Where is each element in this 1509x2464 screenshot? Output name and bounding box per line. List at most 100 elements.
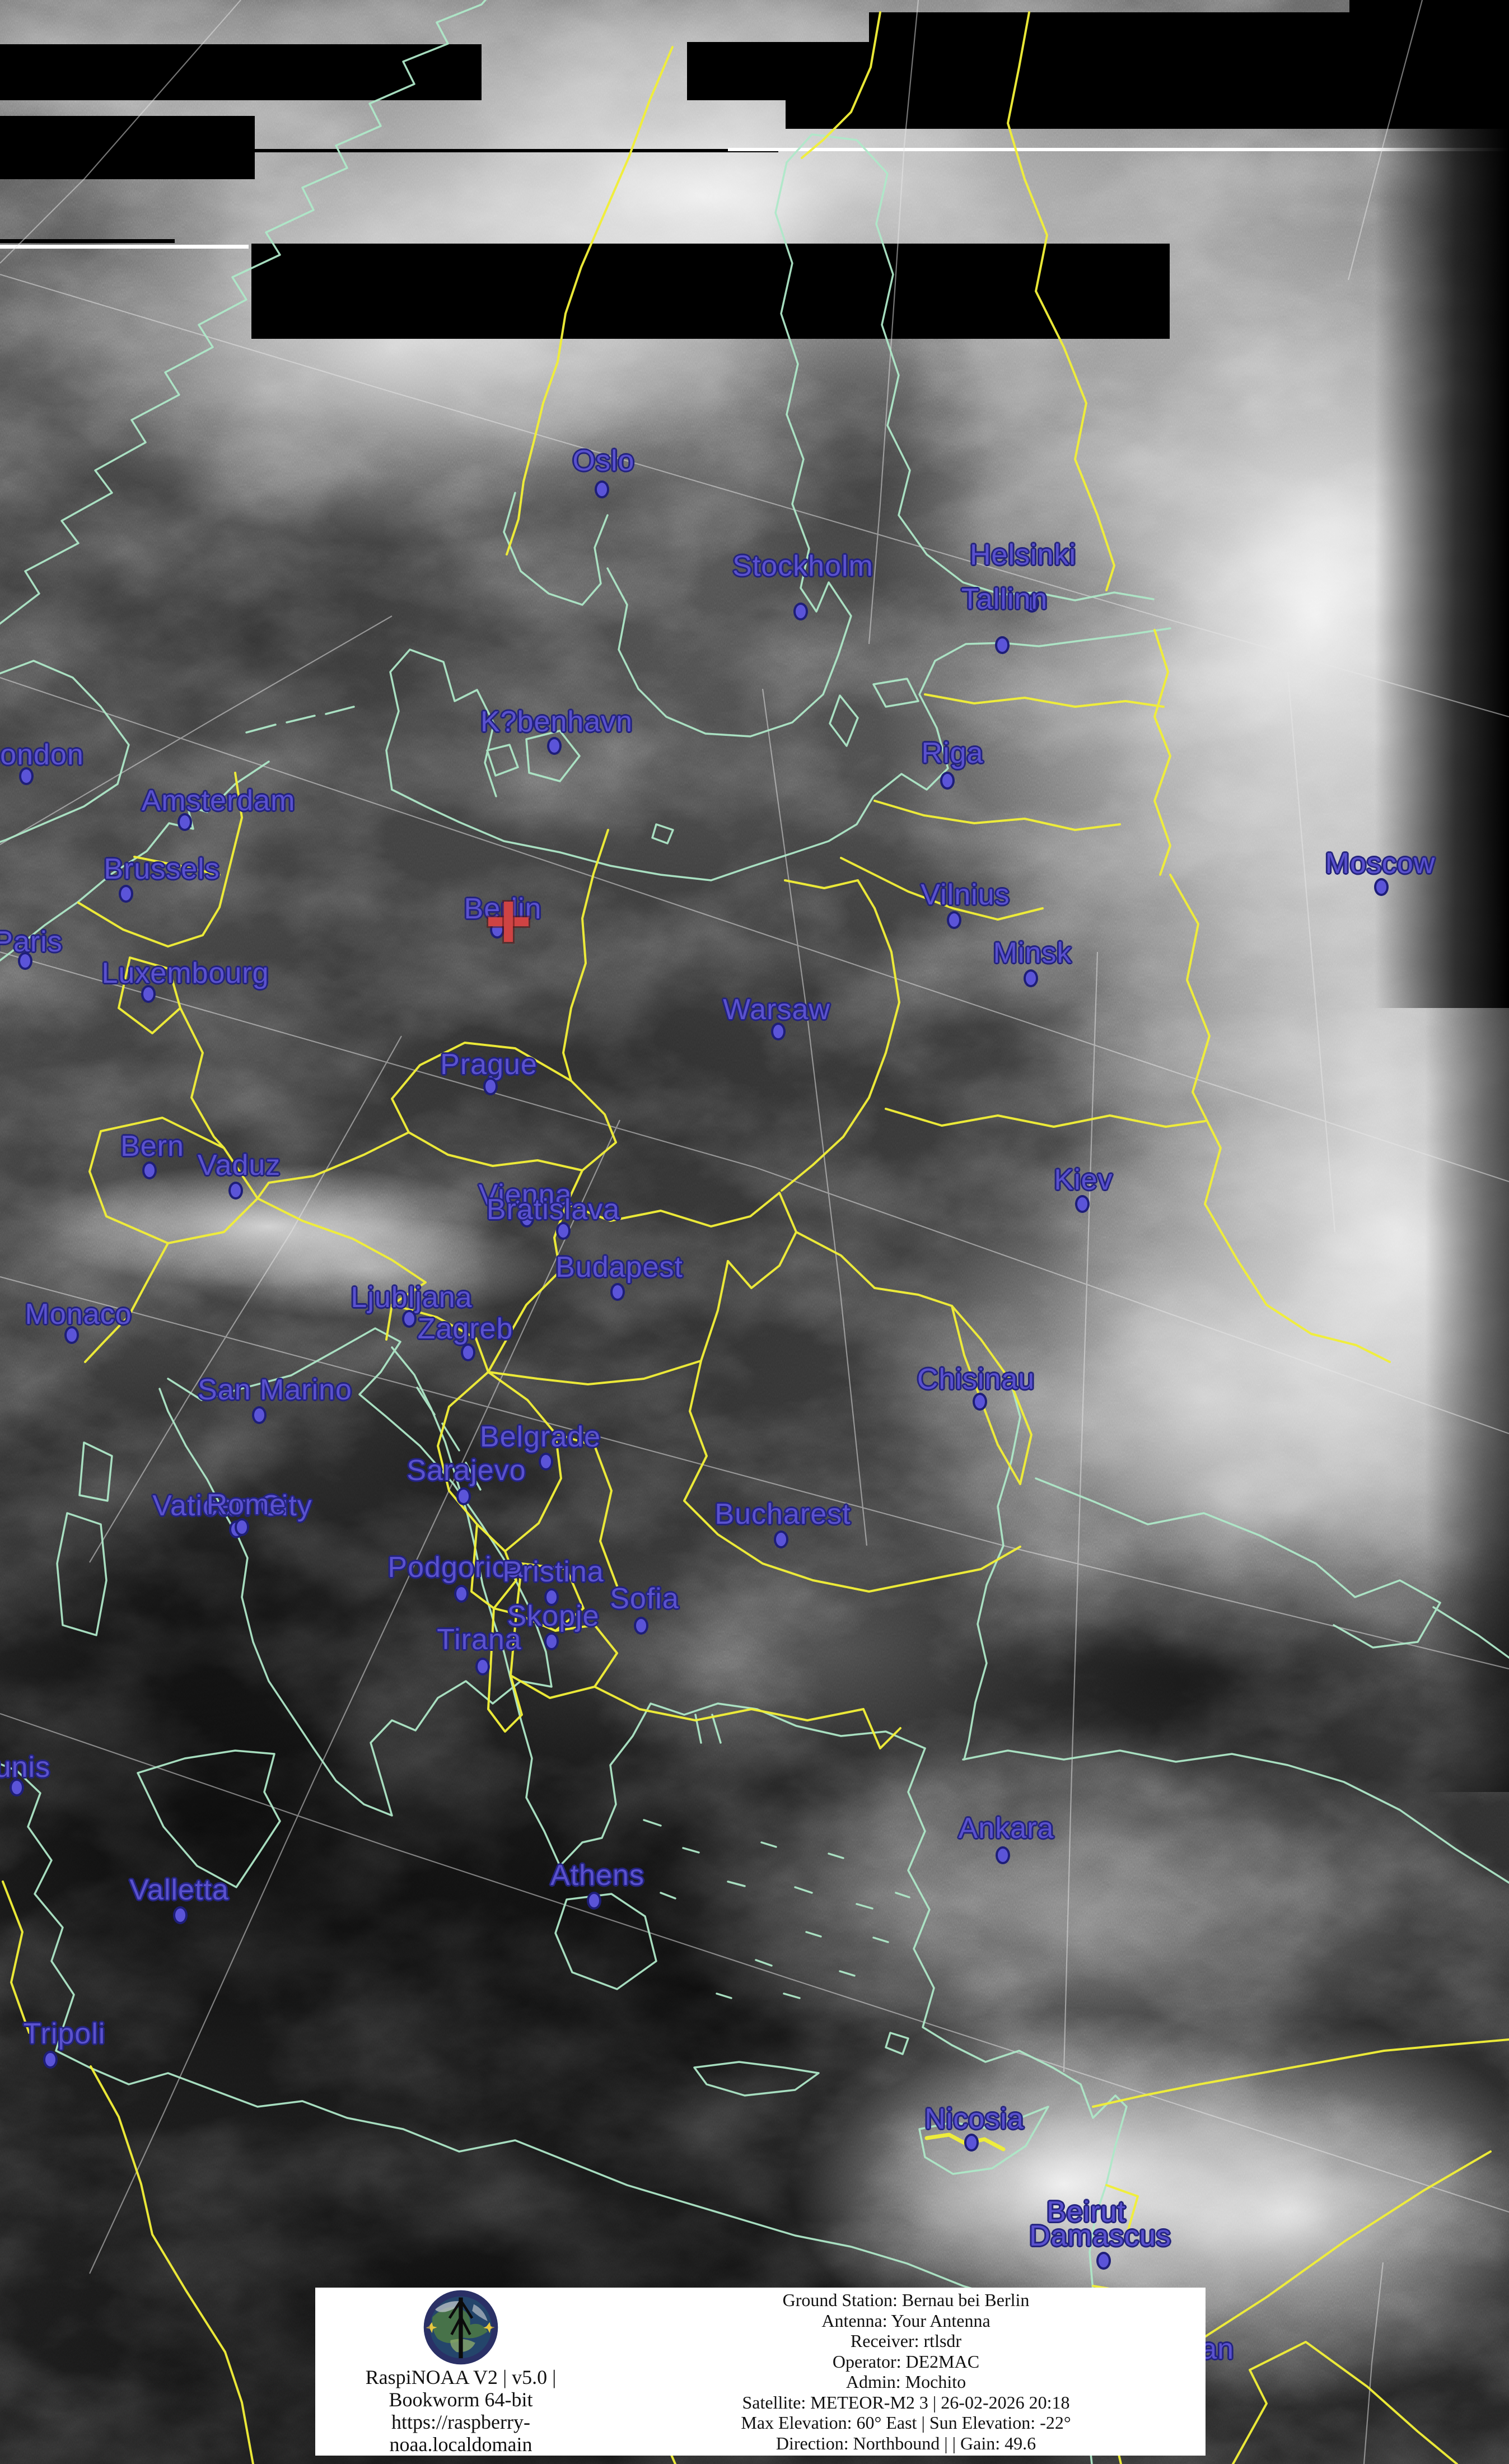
city-label-oslo: Oslo (572, 445, 635, 477)
city-label-amsterdam: Amsterdam (141, 785, 296, 817)
city-label-valletta: Valletta (129, 1874, 229, 1906)
city-dot-tripoli (43, 2051, 58, 2069)
city-label-monaco: Monaco (25, 1298, 132, 1331)
city-label-belgrade: Belgrade (479, 1421, 601, 1453)
city-dot-monaco (64, 1326, 79, 1344)
city-label-prague: Prague (440, 1048, 538, 1081)
city-dot-san-marino (252, 1406, 267, 1424)
city-label-moscow: Moscow (1325, 847, 1436, 880)
city-label-athens: Athens (550, 1859, 644, 1892)
city-dot-bratislava (556, 1222, 571, 1240)
raspinoaa-logo (423, 2290, 498, 2365)
city-dot-vienna (520, 1210, 534, 1228)
city-dot-warsaw (771, 1023, 786, 1040)
city-label-beirut: Beirut (1047, 2196, 1126, 2228)
city-label-rome: Rome (206, 1488, 287, 1521)
city-label-bratislava: Bratislava (486, 1193, 620, 1226)
city-label-stockholm: Stockholm (732, 550, 873, 582)
city-label-nicosia: Nicosia (924, 2103, 1024, 2135)
ground-station-info-line: Direction: Northbound | | Gain: 49.6 (775, 2433, 1036, 2453)
ground-station-info-line: Max Elevation: 60° East | Sun Elevation:… (741, 2412, 1071, 2433)
city-label-brussels: Brussels (104, 853, 220, 885)
city-label-bucharest: Bucharest (714, 1498, 851, 1530)
city-dot-vaduz (228, 1182, 243, 1200)
city-dot-chisinau (973, 1393, 987, 1411)
white-scanline (728, 148, 1509, 151)
city-label-podgorica: Podgorica (387, 1551, 524, 1584)
city-label-budapest: Budapest (555, 1251, 683, 1284)
white-scanline (0, 245, 249, 249)
city-label-pristina: Pristina (502, 1556, 604, 1588)
city-label-kiev: Kiev (1054, 1164, 1113, 1196)
city-dot-podgorica (454, 1585, 469, 1603)
software-info-lines: RaspiNOAA V2 | v5.0 | Bookworm 64-bit http… (366, 2366, 557, 2456)
ground-station-info-line: Ground Station: Bernau bei Berlin (782, 2290, 1030, 2310)
city-dot-bern (142, 1161, 157, 1179)
city-label-paris: Paris (0, 926, 63, 958)
city-label-ljubljana: Ljubljana (351, 1281, 473, 1314)
city-label-skopje: Skopje (507, 1600, 600, 1632)
city-dot-belgrade (539, 1453, 553, 1471)
city-label-zagreb: Zagreb (417, 1313, 513, 1345)
city-label-vienna: Vienna (478, 1179, 572, 1211)
city-label-tripoli: Tripoli (23, 2018, 106, 2050)
city-label-vatican-city: Vatican City (152, 1490, 312, 1522)
city-label-bern: Bern (120, 1130, 184, 1163)
ground-station-info-line: Admin: Mochito (845, 2372, 966, 2392)
city-label-luxembourg: Luxembourg (101, 957, 269, 990)
city-dot-rome (235, 1518, 249, 1536)
dropout-bar (251, 244, 1170, 339)
city-dot-zagreb (461, 1343, 475, 1361)
city-label-london: London (0, 739, 84, 771)
city-label-riga: Riga (921, 737, 984, 769)
country-borders (2, 11, 1509, 2464)
city-dot-brussels (119, 885, 133, 903)
software-info-block: RaspiNOAA V2 | v5.0 | Bookworm 64-bit http… (315, 2288, 606, 2456)
ground-station-cross-marker (488, 902, 529, 942)
ground-station-info-line: Satellite: METEOR-M2 3 | 26-02-2026 20:1… (742, 2392, 1070, 2412)
dropout-bar (0, 116, 255, 179)
city-dot-sarajevo (456, 1487, 471, 1505)
city-dot-valletta (173, 1906, 188, 1924)
city-dot-skopje (544, 1632, 559, 1650)
ground-station-info-line: Antenna: Your Antenna (821, 2310, 991, 2331)
city-label-chisinau: Chisinau (917, 1363, 1035, 1396)
city-label-k-benhavn: K?benhavn (480, 706, 633, 738)
city-label-minsk: Minsk (993, 937, 1072, 969)
city-dot-nicosia (964, 2134, 979, 2152)
city-label-tunis: Tunis (0, 1751, 51, 1784)
ground-station-info-line: Operator: DE2MAC (832, 2351, 980, 2372)
city-label-vaduz: Vaduz (197, 1149, 281, 1182)
city-dot-tirana (475, 1658, 490, 1676)
city-dot-damascus (1096, 2252, 1111, 2270)
capture-info-panel: RaspiNOAA V2 | v5.0 | Bookworm 64-bit http… (315, 2288, 1206, 2456)
city-dot-oslo (595, 480, 609, 498)
city-label-tallinn: Tallinn (961, 583, 1048, 615)
software-info-line: RaspiNOAA V2 | v5.0 | (365, 2366, 557, 2388)
dropout-scanline (0, 239, 175, 243)
city-dot-prague (483, 1077, 498, 1095)
city-dot-tallinn (995, 636, 1010, 654)
city-dot-athens (587, 1892, 601, 1910)
city-dot-paris (18, 952, 32, 970)
city-dot-tunis (10, 1779, 24, 1796)
city-label-san-marino: San Marino (198, 1374, 352, 1406)
city-label-vilnius: Vilnius (921, 879, 1010, 911)
city-label-sofia: Sofia (610, 1583, 679, 1615)
city-dot-k-benhavn (547, 737, 562, 755)
ground-station-info-block: Ground Station: Bernau bei Berlin Antenna… (606, 2288, 1206, 2456)
software-info-line: Bookworm 64-bit (389, 2388, 533, 2411)
city-dot-budapest (610, 1283, 625, 1301)
city-label-warsaw: Warsaw (723, 993, 830, 1026)
dropout-bar (0, 44, 482, 100)
city-label-helsinki: Helsinki (969, 539, 1077, 571)
city-dot-stockholm (793, 603, 808, 620)
city-dot-riga (940, 772, 955, 790)
city-dot-minsk (1024, 969, 1038, 987)
